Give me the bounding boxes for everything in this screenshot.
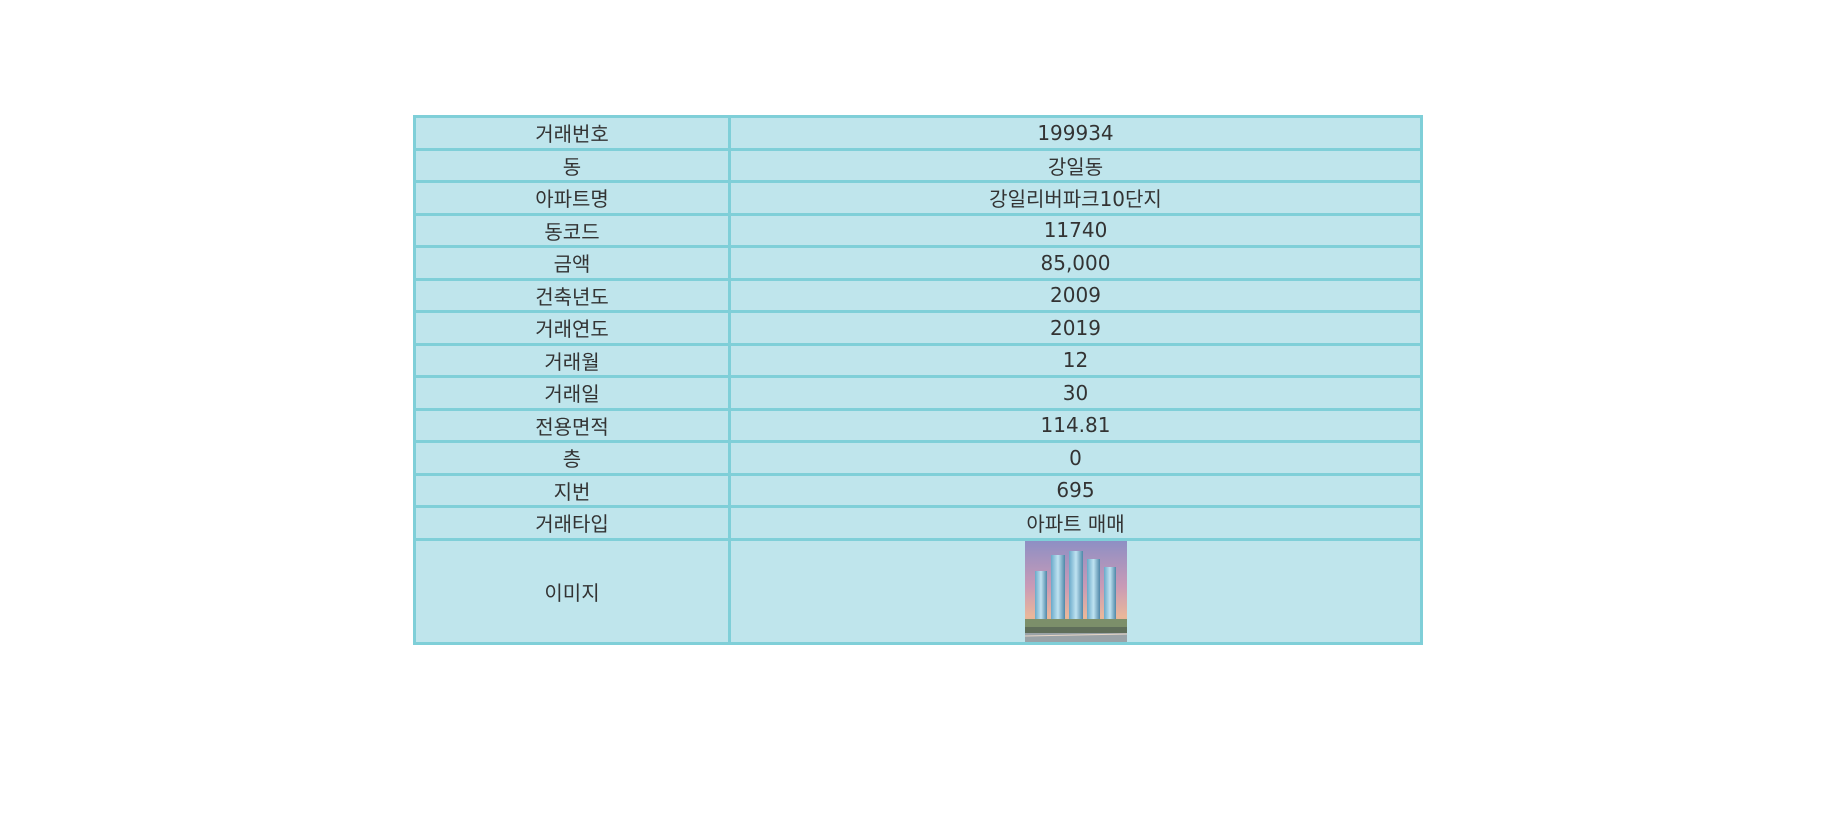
row-value: 695 <box>728 472 1423 508</box>
row-label: 이미지 <box>413 537 731 645</box>
table-row: 거래타입 아파트 매매 <box>413 505 1423 541</box>
table-row: 금액 85,000 <box>413 245 1423 281</box>
row-value: 199934 <box>728 115 1423 151</box>
table-row: 전용면적 114.81 <box>413 407 1423 443</box>
table-row: 거래일 30 <box>413 375 1423 411</box>
table-row-image: 이미지 <box>413 537 1423 645</box>
row-label: 전용면적 <box>413 407 731 443</box>
row-label: 동 <box>413 147 731 183</box>
row-label: 금액 <box>413 245 731 281</box>
table-row: 동 강일동 <box>413 147 1423 183</box>
row-value: 30 <box>728 375 1423 411</box>
row-value: 강일동 <box>728 147 1423 183</box>
row-label: 거래번호 <box>413 115 731 151</box>
table-row: 거래연도 2019 <box>413 310 1423 346</box>
row-label: 아파트명 <box>413 180 731 216</box>
table-row: 동코드 11740 <box>413 212 1423 248</box>
row-label: 지번 <box>413 472 731 508</box>
table-row: 층 0 <box>413 440 1423 476</box>
apartment-detail-table: 거래번호 199934 동 강일동 아파트명 강일리버파크10단지 동코드 11… <box>413 115 1423 645</box>
row-value: 0 <box>728 440 1423 476</box>
row-label: 거래연도 <box>413 310 731 346</box>
row-value: 85,000 <box>728 245 1423 281</box>
row-value: 11740 <box>728 212 1423 248</box>
table-row: 거래월 12 <box>413 342 1423 378</box>
row-label: 건축년도 <box>413 277 731 313</box>
row-value: 114.81 <box>728 407 1423 443</box>
table-row: 거래번호 199934 <box>413 115 1423 151</box>
table-row: 건축년도 2009 <box>413 277 1423 313</box>
row-label: 거래타입 <box>413 505 731 541</box>
row-value: 2019 <box>728 310 1423 346</box>
table-row: 지번 695 <box>413 472 1423 508</box>
row-value: 12 <box>728 342 1423 378</box>
table-row: 아파트명 강일리버파크10단지 <box>413 180 1423 216</box>
apartment-building-photo <box>1024 540 1127 642</box>
row-image-cell <box>728 537 1423 645</box>
row-label: 거래일 <box>413 375 731 411</box>
row-label: 층 <box>413 440 731 476</box>
detail-table-body: 거래번호 199934 동 강일동 아파트명 강일리버파크10단지 동코드 11… <box>413 115 1423 645</box>
row-value: 강일리버파크10단지 <box>728 180 1423 216</box>
row-value: 2009 <box>728 277 1423 313</box>
row-value: 아파트 매매 <box>728 505 1423 541</box>
row-label: 동코드 <box>413 212 731 248</box>
row-label: 거래월 <box>413 342 731 378</box>
